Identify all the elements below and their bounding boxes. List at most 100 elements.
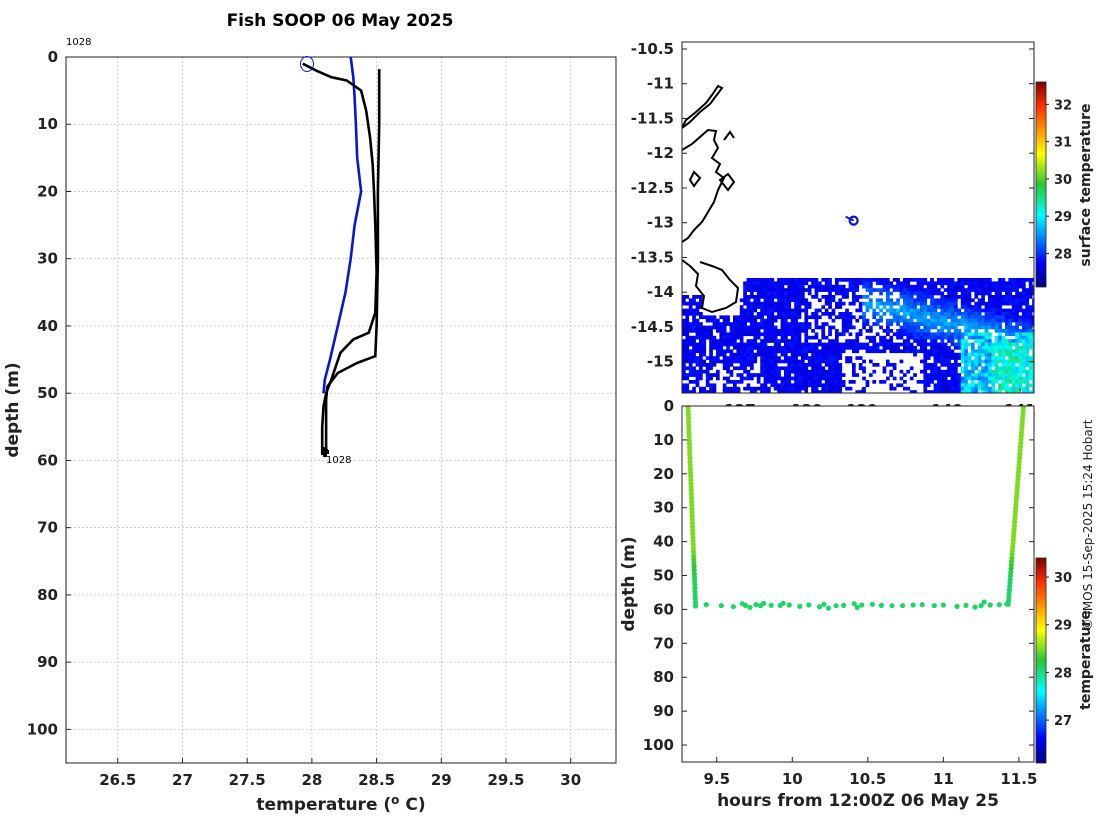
profile-y-tick-label: 40 — [37, 317, 58, 335]
profile-bottom-label: 1028 — [326, 455, 351, 466]
profile-y-tick-label: 50 — [37, 384, 58, 402]
time-y-ticks: 0 10 20 30 40 50 60 70 80 90 100 — [643, 397, 1034, 754]
time-colorbar-ticks: 30 29 28 27 — [1046, 571, 1072, 729]
profile-y-tick-label: 30 — [37, 250, 58, 268]
time-x-tick-label: 11.5 — [1000, 770, 1037, 788]
time-y-axis-label: depth (m) — [619, 536, 639, 631]
time-colorbar-tick-label: 30 — [1054, 571, 1072, 586]
time-bottom-point — [768, 602, 774, 609]
map-y-tick-label: -15 — [647, 353, 674, 371]
time-x-ticks: 9.5 10 10.5 11 11.5 — [703, 757, 1037, 788]
profile-y-ticks: 0 10 20 30 40 50 60 70 80 90 100 — [27, 48, 71, 738]
time-y-tick-label: 60 — [653, 600, 674, 618]
profile-y-tick-label: 80 — [37, 586, 58, 604]
time-bottom-point — [996, 602, 1002, 608]
time-bottom-point — [889, 603, 895, 609]
profile-bottom-marker — [325, 450, 329, 454]
time-bottom-point — [869, 601, 876, 607]
time-colorbar-tick-label: 27 — [1054, 714, 1072, 729]
time-bottom-point — [910, 602, 916, 608]
time-bottom-point — [859, 602, 865, 608]
time-bottom-point — [954, 603, 960, 610]
time-x-tick-label: 11 — [933, 770, 954, 788]
time-plot-background — [682, 406, 1034, 762]
time-y-tick-label: 20 — [653, 465, 674, 483]
map-y-tick-label: -12 — [647, 144, 674, 162]
time-y-tick-label: 30 — [653, 499, 674, 517]
time-points — [685, 405, 1026, 611]
time-bottom-point — [718, 603, 724, 609]
time-bottom-point — [981, 599, 987, 605]
profile-grid — [66, 56, 616, 763]
profile-x-ticks: 26.5 27 27.5 28 28.5 29 29.5 30 — [99, 758, 581, 789]
time-bottom-point — [753, 602, 759, 608]
map-colorbar-tick-label: 30 — [1054, 173, 1072, 188]
map-colorbar-label: surface temperature — [1078, 103, 1094, 266]
profile-y-tick-label: 10 — [37, 115, 58, 133]
map-colorbar-tick-label: 31 — [1054, 136, 1072, 151]
time-colorbar-tick-label: 28 — [1054, 666, 1072, 681]
map-station-marker — [845, 215, 859, 226]
time-bottom-point — [851, 601, 857, 607]
time-profile-point — [688, 491, 694, 497]
time-bottom-point — [978, 603, 984, 609]
map-y-tick-label: -14.5 — [631, 318, 674, 336]
profile-bottom-marker — [323, 453, 327, 457]
map-y-tick-label: -11.5 — [631, 109, 674, 127]
figure-title: Fish SOOP 06 May 2025 — [227, 11, 454, 31]
time-bottom-point — [821, 601, 827, 607]
time-bottom-point — [825, 605, 832, 611]
time-bottom-point — [703, 602, 709, 608]
time-bottom-point — [730, 604, 737, 610]
map-colorbar-tick-label: 29 — [1054, 210, 1072, 225]
map-y-tick-label: -11 — [647, 75, 674, 93]
profile-axes-frame — [65, 56, 617, 764]
time-y-tick-label: 40 — [653, 533, 674, 551]
time-bottom-point — [833, 603, 839, 609]
time-bottom-point — [972, 604, 978, 610]
time-y-tick-label: 80 — [653, 668, 674, 686]
map-y-tick-label: -12.5 — [631, 179, 674, 197]
time-bottom-point — [963, 602, 969, 609]
time-x-tick-label: 9.5 — [703, 770, 730, 788]
time-bottom-point — [786, 602, 792, 608]
map-sst-cells — [682, 278, 1034, 393]
profile-y-tick-label: 60 — [37, 451, 58, 469]
profile-y-tick-label: 0 — [48, 48, 58, 66]
time-bottom-point — [878, 602, 885, 609]
time-profile-point — [686, 433, 692, 440]
time-bottom-point — [900, 603, 906, 609]
profile-x-tick-label: 29 — [431, 771, 452, 789]
time-colorbar-tick-label: 29 — [1054, 619, 1072, 634]
copyright-credit: © IMOS 15-Sep-2025 15:24 Hobart — [1081, 419, 1095, 630]
profile-x-tick-label: 30 — [560, 771, 581, 789]
map-colorbar-tick-label: 32 — [1054, 98, 1072, 113]
profile-y-tick-label: 90 — [37, 653, 58, 671]
time-colorbar-label: temperature — [1078, 610, 1094, 710]
map-colorbar — [1035, 81, 1047, 288]
time-bottom-point — [780, 600, 786, 606]
map-y-tick-label: -13.5 — [631, 248, 674, 266]
map-chart: -10.5 -11 -11.5 -12 -12.5 -13 -13.5 -14 -14.5 -15… — [631, 40, 1094, 419]
map-y-tick-label: -14 — [647, 283, 674, 301]
time-colorbar — [1035, 557, 1047, 764]
map-y-tick-label: -10.5 — [631, 40, 674, 58]
profile-start-marker — [300, 56, 314, 72]
time-bottom-point — [1004, 601, 1010, 607]
time-x-tick-label: 10 — [782, 770, 803, 788]
profile-x-tick-label: 29.5 — [487, 771, 524, 789]
map-y-tick-label: -13 — [647, 214, 674, 232]
profile-line-reference-profile — [322, 56, 363, 394]
time-bottom-point — [841, 602, 847, 609]
time-bottom-point — [747, 604, 753, 611]
time-x-axis-label: hours from 12:00Z 06 May 25 — [717, 791, 999, 811]
time-axes-frame — [681, 405, 1035, 763]
time-x-tick-label: 10.5 — [849, 770, 886, 788]
time-bottom-point — [693, 602, 699, 609]
profile-x-tick-label: 28.5 — [358, 771, 395, 789]
profile-chart: 26.5 27 27.5 28 28.5 29 29.5 30 0 10 20 30 40 50 60 70… — [3, 37, 617, 815]
map-coastline — [682, 84, 740, 314]
time-y-tick-label: 100 — [643, 736, 674, 754]
time-y-tick-label: 90 — [653, 702, 674, 720]
